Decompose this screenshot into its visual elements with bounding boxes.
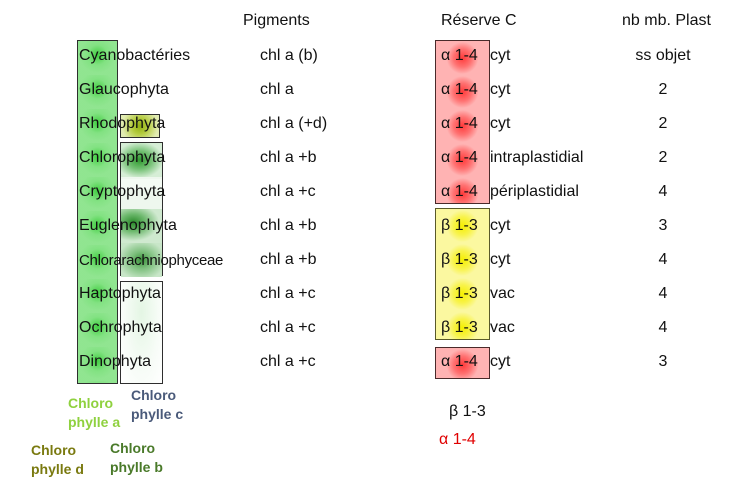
taxon-name: Ochrophyta [79, 319, 162, 336]
reserve-type: α 1-4 [441, 47, 478, 64]
membrane-count: ss objet [635, 47, 691, 64]
reserve-type: α 1-4 [441, 353, 478, 370]
reserve-location: périplastidial [490, 183, 579, 200]
reserve-location: cyt [490, 217, 511, 234]
legend-line: phylle c [131, 406, 184, 422]
reserve-type: α 1-4 [441, 115, 478, 132]
chlorophyll-d-box [120, 114, 160, 138]
reserve-location: vac [490, 285, 515, 302]
membrane-count: 2 [658, 149, 668, 166]
legend-chlorophyll-a: Chloro phylle a [68, 394, 120, 432]
reserve-location: cyt [490, 47, 511, 64]
pigment-value: chl a +c [260, 319, 316, 336]
taxon-name: Cyanobactéries [79, 47, 191, 64]
reserve-location: cyt [490, 81, 511, 98]
reserve-type: α 1-4 [441, 81, 478, 98]
taxon-name: Haptophyta [79, 285, 161, 302]
legend-chlorophyll-d: Chloro phylle d [31, 441, 84, 479]
pigment-value: chl a (+d) [260, 115, 328, 132]
alpha-reserve-box-top [435, 40, 490, 204]
membrane-count: 2 [658, 115, 668, 132]
pigment-value: chl a +b [260, 217, 317, 234]
pigment-value: chl a [260, 81, 294, 98]
legend-beta: β 1-3 [449, 403, 486, 420]
legend-line: Chloro [68, 395, 114, 411]
reserve-type: β 1-3 [441, 251, 478, 268]
pigment-value: chl a +b [260, 251, 317, 268]
legend-line: phylle d [31, 461, 84, 477]
header-reserve: Réserve C [441, 12, 517, 29]
header-pigments: Pigments [243, 12, 310, 29]
legend-line: phylle a [68, 414, 121, 430]
chlorophyll-b-box [120, 142, 163, 277]
reserve-location: vac [490, 319, 515, 336]
reserve-location: cyt [490, 353, 511, 370]
chlorophyll-a-box [77, 40, 118, 384]
legend-line: Chloro [31, 442, 77, 458]
taxon-name: Rhodophyta [79, 115, 166, 132]
pigment-value: chl a +c [260, 183, 316, 200]
membrane-count: 4 [658, 285, 668, 302]
membrane-count: 4 [658, 319, 668, 336]
chlorophyll-c-box [120, 281, 163, 384]
legend-line: Chloro [131, 387, 177, 403]
legend-line: phylle b [110, 459, 163, 475]
legend-chlorophyll-b: Chloro phylle b [110, 439, 163, 477]
reserve-type: α 1-4 [441, 149, 478, 166]
reserve-type: β 1-3 [441, 285, 478, 302]
legend-chlorophyll-c: Chloro phylle c [131, 386, 183, 424]
pigment-value: chl a +b [260, 149, 317, 166]
reserve-type: β 1-3 [441, 319, 478, 336]
membrane-count: 4 [658, 183, 668, 200]
pigment-value: chl a +c [260, 353, 316, 370]
alpha-reserve-box-bottom [435, 347, 490, 379]
beta-reserve-box [435, 208, 490, 340]
membrane-count: 2 [658, 81, 668, 98]
membrane-count: 4 [658, 251, 668, 268]
reserve-type: β 1-3 [441, 217, 478, 234]
taxon-name: Chlorophyta [79, 149, 166, 166]
taxon-name: Glaucophyta [79, 81, 169, 98]
reserve-location: cyt [490, 251, 511, 268]
taxon-name: Chlorarachniophyceae [79, 252, 224, 269]
legend-line: Chloro [110, 440, 156, 456]
taxon-name: Cryptophyta [79, 183, 166, 200]
reserve-location: intraplastidial [490, 149, 584, 166]
membrane-count: 3 [658, 217, 668, 234]
reserve-type: α 1-4 [441, 183, 478, 200]
taxon-name: Dinophyta [79, 353, 152, 370]
reserve-location: cyt [490, 115, 511, 132]
membrane-count: 3 [658, 353, 668, 370]
pigment-value: chl a (b) [260, 47, 318, 64]
header-membranes: nb mb. Plast [622, 12, 711, 29]
pigment-value: chl a +c [260, 285, 316, 302]
taxon-name: Euglenophyta [79, 217, 177, 234]
legend-alpha: α 1-4 [439, 431, 476, 448]
